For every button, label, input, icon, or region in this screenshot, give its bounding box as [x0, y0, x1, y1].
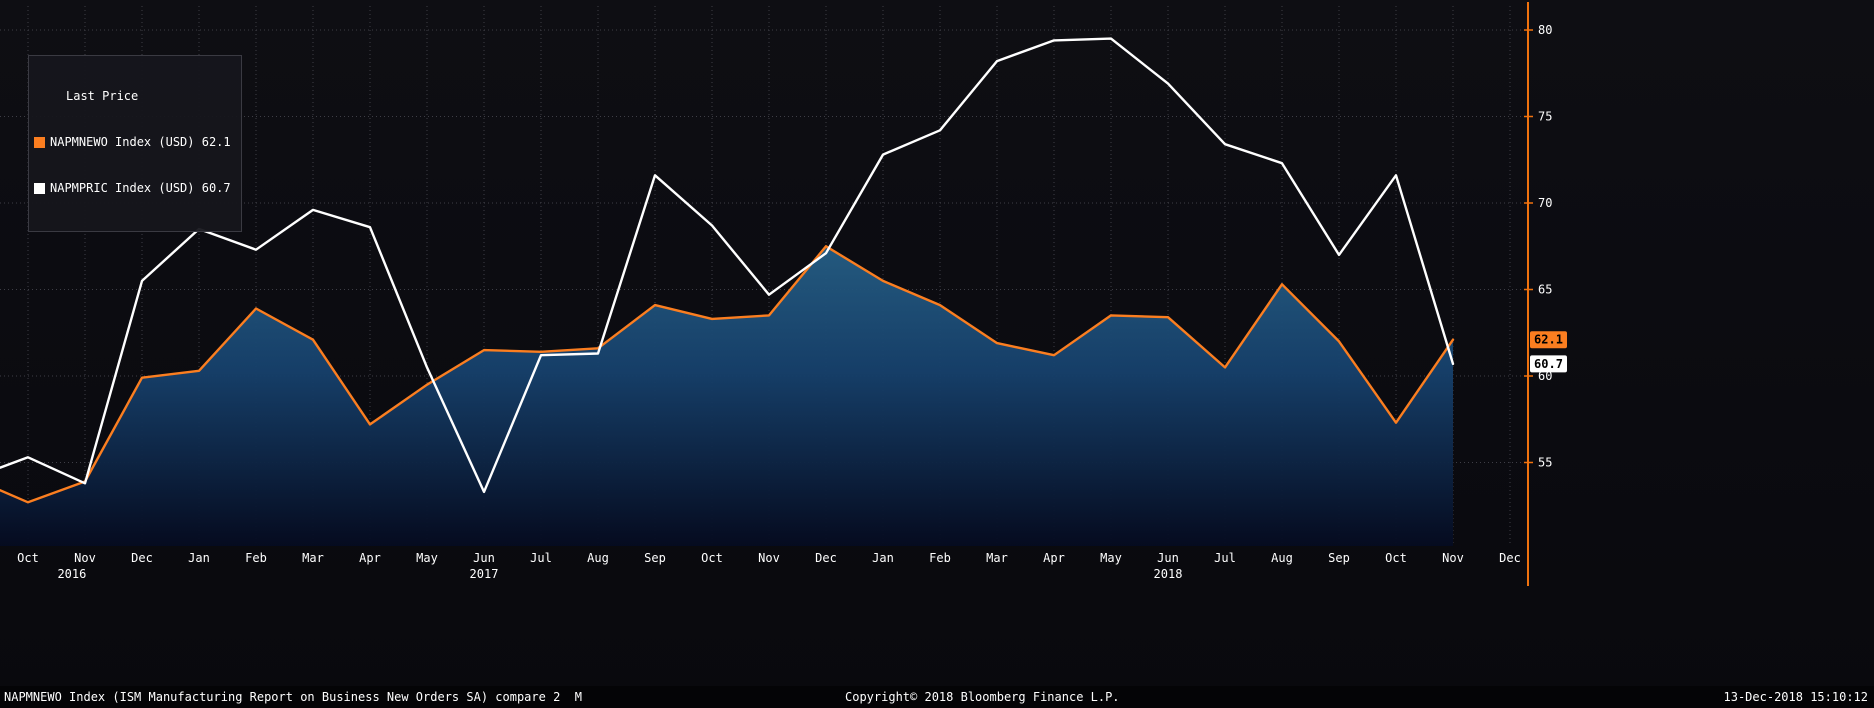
svg-text:Jun: Jun — [1157, 551, 1179, 565]
svg-text:2017: 2017 — [470, 567, 499, 581]
price-chart-canvas[interactable]: 55 60 65 70 75 80 Oct Nov Dec Jan Feb Mar Apr May Jun J… — [0, 0, 1874, 686]
svg-text:Jul: Jul — [1214, 551, 1236, 565]
svg-text:Apr: Apr — [1043, 551, 1065, 565]
svg-text:Dec: Dec — [815, 551, 837, 565]
svg-text:65: 65 — [1538, 283, 1552, 297]
svg-text:Oct: Oct — [1385, 551, 1407, 565]
napmpric-swatch-icon — [34, 183, 45, 194]
svg-text:2016: 2016 — [57, 567, 86, 581]
svg-text:Oct: Oct — [17, 551, 39, 565]
svg-text:Oct: Oct — [701, 551, 723, 565]
napmnewo-area-fill — [0, 246, 1453, 547]
napmnewo-last-price-badge: 62.1 — [1530, 331, 1567, 349]
x-axis-labels: Oct Nov Dec Jan Feb Mar Apr May Jun Jul Aug Sep Oct N… — [17, 551, 1521, 581]
svg-text:75: 75 — [1538, 110, 1552, 124]
svg-text:Jun: Jun — [473, 551, 495, 565]
svg-text:Nov: Nov — [758, 551, 780, 565]
svg-text:Jul: Jul — [530, 551, 552, 565]
svg-text:Sep: Sep — [644, 551, 666, 565]
svg-text:80: 80 — [1538, 23, 1552, 37]
svg-text:Sep: Sep — [1328, 551, 1350, 565]
svg-text:Feb: Feb — [929, 551, 951, 565]
legend-item-napmnewo[interactable]: NAPMNEWO Index (USD) 62.1 — [34, 135, 231, 150]
napmnewo-line — [0, 245, 1455, 504]
svg-text:Aug: Aug — [587, 551, 609, 565]
y-axis-labels: 55 60 65 70 75 80 — [1524, 23, 1552, 470]
svg-text:Feb: Feb — [245, 551, 267, 565]
legend-title: Last Price — [66, 89, 139, 103]
svg-text:Nov: Nov — [1442, 551, 1464, 565]
chart-legend: Last Price NAPMNEWO Index (USD) 62.1 NAP… — [28, 55, 242, 232]
svg-text:Apr: Apr — [359, 551, 381, 565]
legend-item-napmpric[interactable]: NAPMPRIC Index (USD) 60.7 — [34, 181, 231, 196]
svg-text:70: 70 — [1538, 196, 1552, 210]
security-description: NAPMNEWO Index (ISM Manufacturing Report… — [4, 690, 582, 704]
svg-text:60: 60 — [1538, 369, 1552, 383]
status-bar: NAPMNEWO Index (ISM Manufacturing Report… — [0, 686, 1874, 708]
svg-text:55: 55 — [1538, 456, 1552, 470]
napmnewo-swatch-icon — [34, 137, 45, 148]
svg-text:60.7: 60.7 — [1534, 357, 1563, 371]
svg-text:2018: 2018 — [1154, 567, 1183, 581]
legend-item-napmpric-label: NAPMPRIC Index (USD) 60.7 — [50, 181, 231, 195]
timestamp: 13-Dec-2018 15:10:12 — [1723, 690, 1869, 704]
svg-text:Jan: Jan — [188, 551, 210, 565]
legend-item-napmnewo-label: NAPMNEWO Index (USD) 62.1 — [50, 135, 231, 149]
svg-text:62.1: 62.1 — [1534, 333, 1563, 347]
svg-text:May: May — [416, 551, 438, 565]
svg-text:Mar: Mar — [302, 551, 324, 565]
svg-text:Jan: Jan — [872, 551, 894, 565]
svg-text:Dec: Dec — [1499, 551, 1521, 565]
svg-text:Aug: Aug — [1271, 551, 1293, 565]
svg-text:Dec: Dec — [131, 551, 153, 565]
svg-text:May: May — [1100, 551, 1122, 565]
copyright-text: Copyright© 2018 Bloomberg Finance L.P. — [845, 690, 1120, 704]
svg-text:Mar: Mar — [986, 551, 1008, 565]
napmpric-last-price-badge: 60.7 — [1530, 355, 1567, 373]
napmpric-line — [0, 37, 1455, 494]
svg-text:Nov: Nov — [74, 551, 96, 565]
